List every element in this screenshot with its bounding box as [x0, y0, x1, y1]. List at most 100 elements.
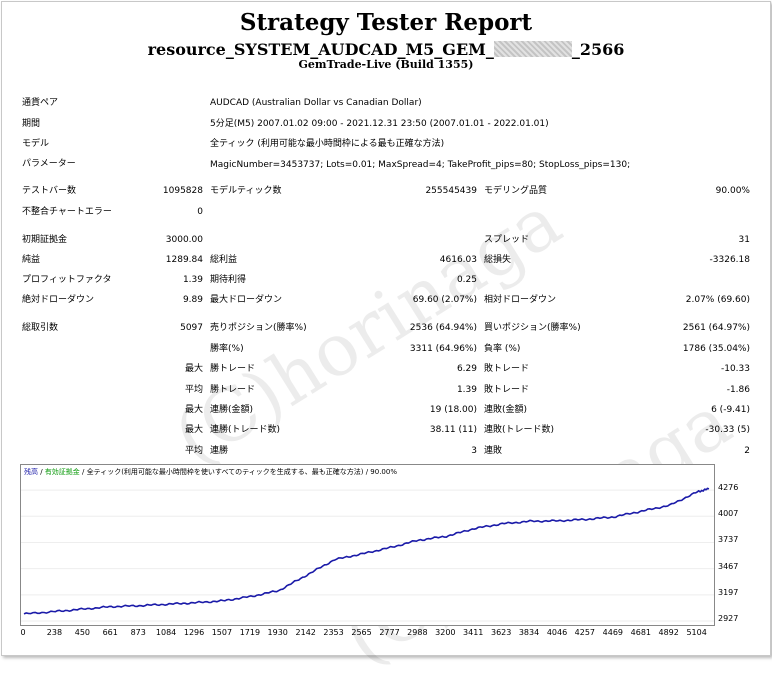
gross-profit-value: 4616.03 [439, 255, 477, 265]
x-tick-label: 2353 [323, 628, 344, 637]
avg-consec-win-label: 連勝 [210, 446, 229, 456]
gross-loss-label: 総損失 [484, 255, 512, 265]
x-tick-label: 3200 [435, 628, 456, 637]
info-label-params: パラメーター [22, 159, 76, 169]
abs-dd-label: 絶対ドローダウン [22, 295, 95, 305]
rel-dd-value: 2.07% (69.60) [685, 295, 750, 305]
avg-consec-loss-value: 2 [744, 446, 750, 456]
x-tick-label: 1296 [183, 628, 205, 637]
short-value: 2536 (64.94%) [409, 323, 477, 333]
x-tick-label: 1719 [239, 628, 261, 637]
pf-label: プロフィットファクタ [22, 275, 112, 285]
x-tick-label: 1930 [267, 628, 288, 637]
loss-label: 負率 (%) [484, 344, 521, 354]
x-tick-label: 4046 [546, 628, 568, 637]
y-tick-label: 3467 [718, 561, 739, 571]
ticks-value: 255545439 [425, 186, 477, 196]
largest-loss-label: 敗トレード [484, 364, 530, 374]
info-label-symbol: 通貨ペア [22, 98, 59, 108]
rel-dd-label: 相対ドローダウン [484, 295, 557, 305]
report-build: GemTrade-Live (Build 1355) [298, 58, 474, 71]
deposit-value: 3000.00 [165, 235, 203, 245]
subtitle-prefix: resource_SYSTEM_AUDCAD_M5_GEM_ [147, 40, 494, 59]
balance-series-line [23, 487, 710, 615]
max-consec-win-label: 連勝(金額) [210, 405, 254, 415]
x-tick-label: 1084 [155, 628, 177, 637]
avg-consec-win-value: 3 [471, 446, 477, 456]
quality-label: モデリング品質 [484, 186, 548, 196]
report-title: Strategy Tester Report [239, 9, 533, 36]
win-value: 3311 (64.96%) [409, 344, 477, 354]
x-tick-label: 450 [74, 628, 91, 637]
legend-model: 全ティック(利用可能な最小時間枠を使いすべてのティックを生成する、最も正確な方法… [86, 468, 364, 476]
short-label: 売りポジション(勝率%) [210, 323, 307, 333]
legend-sep-3: / [363, 468, 371, 476]
x-tick-label: 5104 [686, 628, 707, 637]
max-consec-lossamt-label: 連敗(トレード数) [484, 425, 555, 435]
max-consec-win-value: 19 (18.00) [429, 405, 477, 415]
x-tick-label: 3411 [463, 628, 484, 637]
x-tick-label: 2142 [295, 628, 316, 637]
max-word-1: 最大 [184, 364, 203, 374]
legend-sep-1: / [38, 468, 45, 476]
trades-label: 総取引数 [22, 323, 59, 333]
report-subtitle: resource_SYSTEM_AUDCAD_M5_GEM_ _2566 [0, 40, 772, 59]
abs-dd-value: 9.89 [182, 295, 203, 305]
gross-loss-value: -3326.18 [709, 255, 750, 265]
x-tick-label: 4892 [658, 628, 679, 637]
chart-legend: 残高 / 有効証拠金 / 全ティック(利用可能な最小時間枠を使いすべてのティック… [24, 467, 397, 477]
mismatch-value: 0 [197, 207, 203, 217]
largest-loss-value: -10.33 [720, 364, 750, 374]
max-dd-label: 最大ドローダウン [210, 295, 283, 305]
long-label: 買いポジション(勝率%) [484, 323, 581, 333]
x-tick-label: 873 [130, 628, 146, 637]
max-consec-loss-label: 連敗(金額) [484, 405, 528, 415]
pf-value: 1.39 [182, 275, 203, 285]
avg-loss-label: 敗トレード [484, 385, 530, 395]
info-label-period: 期間 [22, 119, 41, 129]
expected-label: 期待利得 [210, 275, 247, 285]
win-label: 勝率(%) [210, 344, 244, 354]
avg-word-1: 平均 [184, 385, 203, 395]
net-label: 純益 [22, 255, 41, 265]
max-word-3: 最大 [184, 425, 203, 435]
ticks-label: モデルティック数 [210, 186, 282, 196]
subtitle-suffix: _2566 [571, 40, 625, 59]
max-dd-value: 69.60 (2.07%) [412, 295, 477, 305]
long-value: 2561 (64.97%) [682, 323, 750, 333]
y-tick-label: 4276 [718, 483, 739, 493]
y-tick-label: 2927 [718, 614, 739, 623]
loss-value: 1786 (35.04%) [682, 344, 750, 354]
deposit-label: 初期証拠金 [22, 235, 68, 245]
x-tick-label: 4681 [630, 628, 651, 637]
x-tick-label: 2988 [407, 628, 428, 637]
bars-label: テストバー数 [22, 186, 77, 196]
info-value-model: 全ティック (利用可能な最小時間枠による最も正確な方法) [210, 139, 445, 149]
x-tick-label: 4469 [602, 628, 624, 637]
bars-value: 1095828 [162, 186, 203, 196]
info-value-period: 5分足(M5) 2007.01.02 09:00 - 2021.12.31 23… [210, 119, 549, 129]
avg-win-label: 勝トレード [210, 385, 256, 395]
max-consec-loss-value: 6 (-9.41) [711, 405, 750, 415]
balance-chart [20, 464, 715, 626]
avg-win-value: 1.39 [456, 385, 477, 395]
y-tick-label: 3737 [718, 535, 739, 545]
max-consec-profit-label: 連勝(トレード数) [210, 425, 281, 435]
max-consec-profit-value: 38.11 (11) [429, 425, 477, 435]
y-tick-label: 3197 [718, 587, 739, 597]
legend-quality: 90.00% [370, 468, 397, 476]
mismatch-label: 不整合チャートエラー [22, 207, 112, 217]
trades-value: 5097 [180, 323, 203, 333]
avg-word-2: 平均 [184, 446, 203, 456]
avg-consec-loss-label: 連敗 [484, 446, 503, 456]
quality-value: 90.00% [715, 186, 750, 196]
info-label-model: モデル [22, 139, 50, 149]
x-tick-label: 4257 [574, 628, 596, 637]
gross-profit-label: 総利益 [210, 255, 238, 265]
info-value-symbol: AUDCAD (Australian Dollar vs Canadian Do… [210, 98, 422, 108]
largest-win-value: 6.29 [456, 364, 477, 374]
redacted-block [493, 41, 572, 57]
largest-win-label: 勝トレード [210, 364, 256, 374]
expected-value: 0.25 [456, 275, 477, 285]
x-tick-label: 238 [46, 628, 63, 637]
